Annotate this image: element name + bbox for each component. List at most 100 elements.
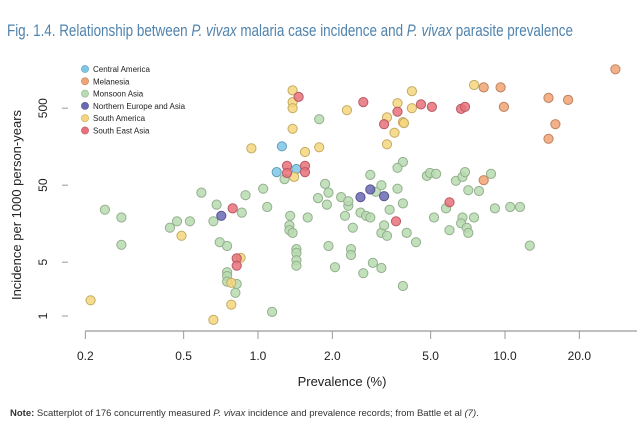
- data-point: [208, 216, 219, 227]
- data-point: [171, 216, 183, 227]
- data-point: [444, 197, 455, 208]
- legend-marker: [81, 77, 89, 86]
- data-point: [240, 190, 251, 201]
- legend-marker: [81, 102, 89, 110]
- data-point: [323, 187, 334, 198]
- data-point: [524, 240, 535, 251]
- y-axis: 1 5 50 500: [36, 98, 68, 319]
- data-point: [345, 249, 357, 261]
- legend-marker: [81, 65, 89, 73]
- x-tick-label: 0.5: [175, 349, 192, 363]
- data-point: [459, 101, 471, 113]
- data-point: [431, 168, 442, 179]
- legend-label: Melanesia: [93, 77, 130, 86]
- data-point: [287, 123, 298, 134]
- x-tick-label: 20.0: [568, 349, 592, 363]
- data-point: [478, 175, 489, 186]
- data-point: [392, 98, 403, 109]
- y-tick-label: 50: [36, 178, 50, 192]
- data-point: [314, 142, 325, 153]
- data-point: [543, 133, 554, 144]
- data-point: [392, 106, 403, 117]
- x-tick-label: 2.0: [324, 349, 341, 363]
- data-point: [85, 295, 96, 306]
- data-point: [227, 203, 238, 214]
- data-point: [216, 210, 227, 221]
- y-axis-title: Incidence per 1000 person-years: [9, 109, 24, 300]
- data-point: [164, 222, 175, 233]
- data-point: [563, 94, 574, 106]
- data-point: [258, 183, 269, 194]
- y-tick-label: 5: [36, 259, 50, 266]
- legend-label: Monsoon Asia: [93, 90, 144, 99]
- data-point: [226, 299, 237, 310]
- figure-note: Note: Scatterplot of 176 concurrently me…: [10, 408, 479, 419]
- legend: Central America Melanesia Monsoon Asia Nort…: [81, 65, 186, 136]
- legend-marker: [81, 114, 89, 123]
- data-point: [410, 237, 422, 248]
- data-point: [444, 225, 455, 236]
- data-point: [211, 199, 222, 210]
- data-point: [376, 180, 387, 191]
- data-point: [365, 184, 376, 195]
- data-point: [116, 239, 127, 250]
- data-point: [550, 119, 561, 130]
- data-point: [299, 167, 311, 178]
- data-point: [222, 240, 233, 252]
- data-point: [365, 212, 376, 223]
- data-point: [543, 92, 554, 104]
- data-point: [358, 97, 369, 108]
- data-point: [226, 277, 237, 288]
- data-point: [401, 227, 412, 238]
- data-point: [381, 230, 393, 241]
- data-point: [299, 146, 311, 158]
- data-point: [341, 105, 352, 116]
- data-point: [355, 192, 366, 203]
- x-tick-label: 10.0: [493, 349, 517, 363]
- figure-title: Fig. 1.4. Relationship between P. vivax …: [7, 21, 573, 40]
- data-point: [505, 201, 516, 213]
- data-point: [398, 118, 410, 129]
- data-point: [285, 210, 296, 221]
- y-tick-label: 500: [36, 98, 50, 118]
- data-point: [514, 201, 526, 213]
- data-point: [302, 212, 313, 223]
- data-point: [379, 119, 390, 130]
- data-point: [463, 227, 474, 238]
- data-point: [376, 262, 387, 274]
- data-point: [358, 268, 369, 279]
- data-point: [379, 191, 390, 202]
- data-point: [498, 101, 509, 113]
- x-axis: 0.2 0.5 1.0 2.0 5.0 10.0 20.0: [77, 330, 637, 363]
- x-tick-label: 1.0: [250, 349, 267, 363]
- data-point: [116, 212, 127, 223]
- data-point: [459, 167, 471, 178]
- data-point: [314, 114, 325, 125]
- data-point: [384, 204, 395, 215]
- data-point: [392, 183, 403, 194]
- data-point: [287, 227, 298, 238]
- data-point: [468, 212, 480, 223]
- x-tick-label: 0.2: [77, 349, 94, 363]
- legend-label: South America: [93, 114, 146, 123]
- data-point: [312, 193, 324, 204]
- data-point: [262, 201, 273, 213]
- data-point: [246, 143, 257, 154]
- legend-marker: [81, 89, 89, 98]
- legend-label: South East Asia: [93, 127, 150, 136]
- data-point: [230, 287, 241, 298]
- data-point: [428, 212, 440, 223]
- data-point: [321, 199, 332, 210]
- data-point: [485, 168, 497, 179]
- data-point: [392, 162, 403, 173]
- x-axis-title: Prevalence (%): [298, 374, 387, 389]
- data-point: [406, 103, 417, 114]
- data-point: [381, 139, 393, 150]
- data-point: [291, 260, 302, 271]
- data-point: [276, 141, 287, 152]
- data-point: [323, 240, 334, 252]
- data-point: [196, 187, 207, 198]
- data-point: [389, 127, 400, 138]
- data-point: [347, 222, 358, 233]
